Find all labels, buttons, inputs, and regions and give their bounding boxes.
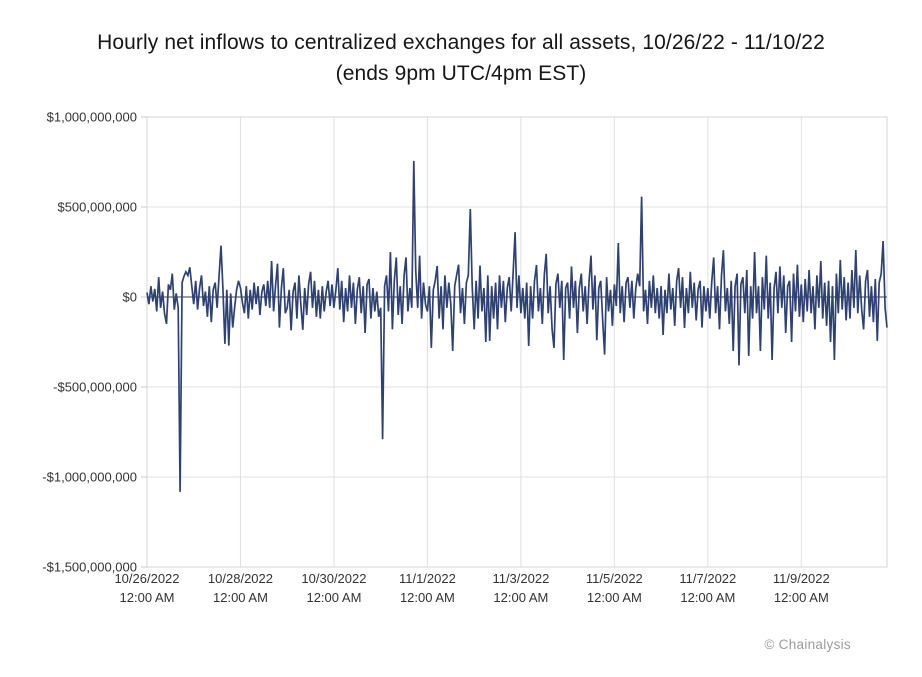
x-tick-label-date: 11/1/2022 [399, 571, 456, 586]
y-tick-label: $1,000,000,000 [47, 110, 137, 125]
net-inflows-line [146, 160, 888, 492]
x-tick-label-time: 12:00 AM [774, 590, 829, 605]
x-tick-label-date: 11/7/2022 [679, 571, 736, 586]
plot-border [146, 116, 888, 568]
x-tick-label-time: 12:00 AM [213, 590, 268, 605]
x-tick-label-date: 11/3/2022 [492, 571, 549, 586]
x-tick-label-time: 12:00 AM [120, 590, 175, 605]
y-tick-label: -$500,000,000 [53, 380, 137, 395]
y-tick-label: -$1,000,000,000 [42, 470, 137, 485]
x-tick-label-date: 10/28/2022 [208, 571, 273, 586]
y-tick-label: $500,000,000 [57, 200, 137, 215]
x-tick-label-time: 12:00 AM [587, 590, 642, 605]
x-tick-label-time: 12:00 AM [306, 590, 361, 605]
chart-title-line2: (ends 9pm UTC/4pm EST) [335, 62, 587, 85]
credit-text: © Chainalysis [764, 637, 851, 652]
y-tick-label: -$1,500,000,000 [42, 560, 137, 575]
x-tick-label-time: 12:00 AM [680, 590, 735, 605]
x-tick-label-date: 11/9/2022 [773, 571, 830, 586]
x-tick-label-time: 12:00 AM [493, 590, 548, 605]
x-tick-label-time: 12:00 AM [400, 590, 455, 605]
x-tick-label-date: 11/5/2022 [586, 571, 643, 586]
y-tick-label: $0 [123, 290, 137, 305]
x-tick-label-date: 10/30/2022 [301, 571, 366, 586]
chart-title: Hourly net inflows to centralized exchan… [0, 27, 922, 89]
x-tick-label-date: 10/26/2022 [114, 571, 179, 586]
chart-title-line1: Hourly net inflows to centralized exchan… [97, 31, 825, 54]
